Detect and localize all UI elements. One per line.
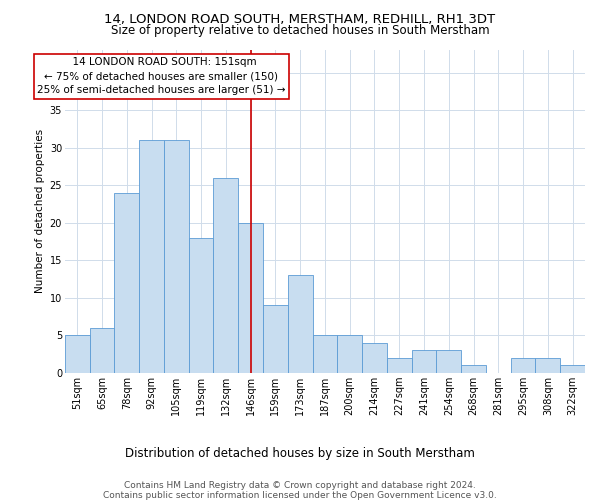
Text: 14 LONDON ROAD SOUTH: 151sqm
← 75% of detached houses are smaller (150)
25% of s: 14 LONDON ROAD SOUTH: 151sqm ← 75% of de…: [37, 58, 286, 96]
Bar: [560, 365, 585, 372]
Bar: [65, 335, 89, 372]
Text: Distribution of detached houses by size in South Merstham: Distribution of detached houses by size …: [125, 448, 475, 460]
Bar: [535, 358, 560, 372]
Bar: [89, 328, 115, 372]
Text: 14, LONDON ROAD SOUTH, MERSTHAM, REDHILL, RH1 3DT: 14, LONDON ROAD SOUTH, MERSTHAM, REDHILL…: [104, 12, 496, 26]
Y-axis label: Number of detached properties: Number of detached properties: [35, 130, 46, 294]
Bar: [511, 358, 535, 372]
Bar: [263, 305, 288, 372]
Bar: [461, 365, 486, 372]
Text: Contains public sector information licensed under the Open Government Licence v3: Contains public sector information licen…: [103, 491, 497, 500]
Bar: [436, 350, 461, 372]
Bar: [189, 238, 214, 372]
Bar: [238, 222, 263, 372]
Bar: [139, 140, 164, 372]
Text: Contains HM Land Registry data © Crown copyright and database right 2024.: Contains HM Land Registry data © Crown c…: [124, 481, 476, 490]
Bar: [387, 358, 412, 372]
Bar: [164, 140, 189, 372]
Bar: [288, 275, 313, 372]
Bar: [214, 178, 238, 372]
Bar: [115, 192, 139, 372]
Bar: [337, 335, 362, 372]
Text: Size of property relative to detached houses in South Merstham: Size of property relative to detached ho…: [110, 24, 490, 37]
Bar: [362, 342, 387, 372]
Bar: [313, 335, 337, 372]
Bar: [412, 350, 436, 372]
